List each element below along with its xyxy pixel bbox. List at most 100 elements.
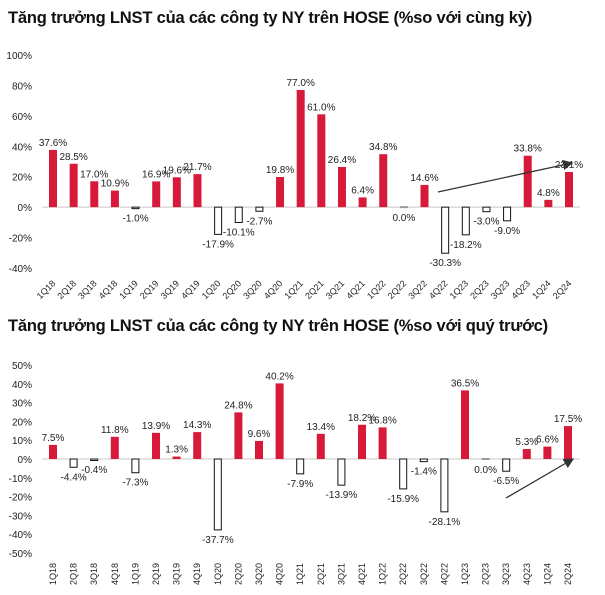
- bar-4Q18: [110, 436, 119, 459]
- y-tick-label: -20%: [9, 234, 32, 245]
- x-tick-label: 3Q21: [336, 563, 346, 585]
- x-tick-label: 4Q19: [179, 278, 202, 301]
- bar-1Q21: [296, 89, 305, 208]
- bar-1Q23: [461, 206, 470, 236]
- data-label: 77.0%: [287, 78, 315, 89]
- bar-3Q21: [337, 166, 346, 208]
- bar-1Q18: [49, 149, 57, 208]
- data-label: 11.8%: [101, 425, 129, 436]
- bar-4Q21: [358, 197, 367, 208]
- data-label: 1.3%: [165, 445, 188, 456]
- data-label: -4.4%: [61, 472, 87, 483]
- data-label: -0.4%: [81, 465, 107, 476]
- bar-3Q23: [502, 458, 511, 472]
- data-label: 19.6%: [163, 165, 191, 176]
- data-label: 28.5%: [59, 152, 87, 163]
- x-tick-label: 2Q24: [551, 278, 574, 301]
- bar-2Q18: [69, 458, 78, 468]
- y-tick-label: 0%: [18, 203, 33, 214]
- data-label: -9.0%: [494, 226, 520, 237]
- data-label: 0.0%: [392, 213, 415, 224]
- x-tick-label: 3Q19: [159, 278, 182, 301]
- data-label: -15.9%: [387, 494, 419, 505]
- bar-3Q18: [90, 181, 99, 208]
- x-tick-label: 4Q18: [110, 563, 120, 585]
- x-tick-label: 1Q22: [365, 278, 388, 301]
- x-tick-label: 3Q19: [172, 563, 182, 585]
- y-tick-label: -20%: [9, 493, 32, 504]
- data-label: 0.0%: [474, 465, 497, 476]
- x-tick-label: 3Q21: [324, 278, 347, 301]
- data-label: -3.0%: [473, 217, 499, 228]
- x-tick-label: 2Q24: [563, 563, 573, 585]
- x-tick-label: 1Q19: [117, 278, 140, 301]
- x-tick-label: 1Q19: [130, 563, 140, 585]
- data-label: 6.4%: [351, 185, 374, 196]
- y-tick-label: 0%: [18, 455, 33, 466]
- bar-3Q19: [172, 456, 181, 459]
- bar-1Q23: [461, 390, 469, 459]
- x-tick-label: 4Q20: [262, 278, 285, 301]
- y-tick-label: -40%: [9, 530, 32, 541]
- x-tick-label: 4Q23: [522, 563, 532, 585]
- bar-2Q22: [399, 458, 408, 490]
- bar-2Q18: [69, 163, 78, 208]
- bar-2Q21: [316, 433, 325, 459]
- y-tick-label: 10%: [12, 436, 32, 447]
- y-tick-label: 50%: [12, 361, 32, 372]
- bar-2Q24: [565, 171, 573, 208]
- x-tick-label: 3Q23: [489, 278, 512, 301]
- x-tick-label: 2Q22: [386, 278, 409, 301]
- bar-4Q19: [193, 432, 202, 459]
- trend-arrow: [505, 458, 575, 499]
- bar-3Q23: [503, 206, 512, 222]
- x-tick-label: 2Q20: [233, 563, 243, 585]
- bar-4Q18: [110, 190, 119, 208]
- x-tick-label: 4Q21: [357, 563, 367, 585]
- x-tick-label: 1Q20: [200, 278, 223, 301]
- bar-3Q19: [172, 177, 181, 208]
- x-tick-label: 2Q18: [69, 563, 79, 585]
- data-label: 19.8%: [266, 165, 294, 176]
- data-label: 26.4%: [328, 155, 356, 166]
- bar-4Q22: [441, 206, 450, 254]
- x-tick-label: 4Q19: [192, 563, 202, 585]
- y-tick-label: -10%: [9, 474, 32, 485]
- x-tick-label: 3Q22: [406, 278, 429, 301]
- bar-3Q21: [337, 458, 346, 486]
- data-label: 4.8%: [537, 188, 560, 199]
- x-tick-label: 2Q23: [481, 563, 491, 585]
- x-tick-label: 4Q20: [275, 563, 285, 585]
- bar-4Q23: [522, 449, 531, 459]
- bar-2Q23: [481, 458, 490, 460]
- bar-3Q22: [420, 184, 429, 208]
- bar-1Q22: [379, 154, 388, 208]
- x-tick-label: 1Q21: [295, 563, 305, 585]
- data-label: 9.6%: [248, 429, 271, 440]
- data-label: -1.4%: [411, 467, 437, 478]
- bar-2Q19: [152, 432, 160, 459]
- x-tick-label: 1Q22: [378, 563, 388, 585]
- chart-title-yoy: Tăng trưởng LNST của các công ty NY trên…: [8, 9, 533, 27]
- bar-2Q21: [317, 114, 326, 208]
- data-label: 36.5%: [451, 378, 479, 389]
- x-tick-label: 1Q21: [282, 278, 305, 301]
- bar-3Q20: [255, 206, 264, 212]
- data-label: 24.8%: [224, 400, 252, 411]
- data-label: -6.5%: [493, 476, 519, 487]
- bar-2Q23: [482, 206, 491, 213]
- data-label: 5.3%: [515, 437, 538, 448]
- bar-4Q20: [276, 177, 285, 208]
- data-label: 7.5%: [42, 433, 65, 444]
- data-label: -2.7%: [246, 216, 272, 227]
- data-label: 21.7%: [183, 162, 211, 173]
- data-label: 13.4%: [307, 422, 335, 433]
- bar-1Q24: [543, 446, 552, 459]
- bar-2Q22: [399, 206, 408, 209]
- bar-1Q19: [131, 206, 140, 210]
- x-tick-label: 1Q20: [213, 563, 223, 585]
- data-label: 17.5%: [554, 414, 582, 425]
- bar-4Q21: [358, 424, 366, 459]
- bar-3Q20: [255, 440, 263, 459]
